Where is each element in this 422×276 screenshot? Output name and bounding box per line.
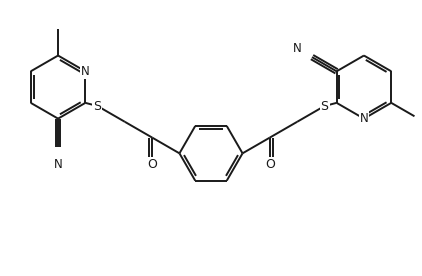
Text: S: S [94,100,102,113]
Text: N: N [360,112,368,125]
Text: N: N [54,158,62,171]
Text: S: S [320,100,328,113]
Text: N: N [81,65,90,78]
Text: O: O [265,158,275,171]
Text: N: N [292,42,301,55]
Text: O: O [147,158,157,171]
